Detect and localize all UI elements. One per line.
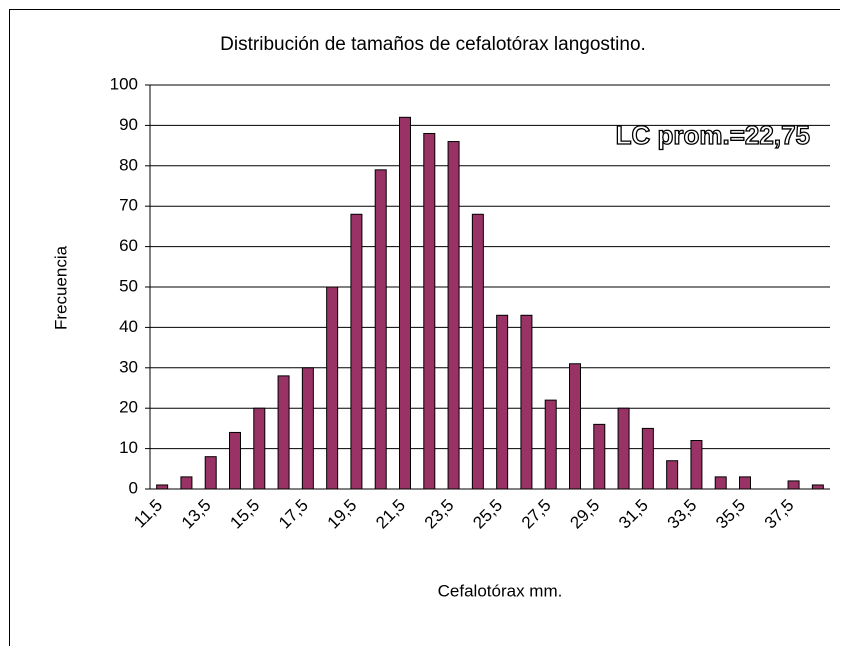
bar: [471, 213, 484, 490]
bar: [399, 116, 411, 490]
bar: [496, 314, 509, 490]
bar: [569, 363, 581, 490]
bar: [666, 460, 679, 490]
chart-title: Distribución de tamaños de cefalotórax l…: [220, 34, 646, 55]
bar: [326, 286, 339, 490]
x-tick-label: 17,5: [275, 496, 312, 533]
x-tick-label: 37,5: [761, 496, 798, 533]
y-tick-label: 70: [119, 196, 138, 215]
y-tick-label: 80: [119, 155, 138, 174]
x-tick-label: 35,5: [712, 496, 749, 533]
bar: [253, 407, 266, 490]
y-tick-label: 50: [119, 276, 138, 295]
y-tick-label: 10: [119, 438, 138, 457]
bar: [520, 314, 533, 490]
bar: [180, 476, 193, 490]
y-tick-label: 60: [119, 236, 138, 255]
bar: [544, 399, 557, 490]
x-tick-label: 33,5: [664, 496, 701, 533]
bar: [229, 431, 241, 490]
bar: [593, 423, 606, 490]
x-tick-label: 21,5: [372, 496, 409, 533]
x-tick-label: 13,5: [178, 496, 215, 533]
y-axis-label: Frecuencia: [51, 245, 70, 330]
bar: [714, 476, 727, 490]
bar: [690, 440, 703, 490]
bar: [739, 476, 751, 490]
annotation: LC prom.=22,75: [616, 120, 810, 150]
y-tick-label: 90: [119, 115, 138, 134]
bar: [204, 456, 217, 490]
chart-frame: [9, 9, 840, 646]
x-tick-label: 23,5: [421, 496, 458, 533]
y-tick-label: 30: [119, 357, 138, 376]
bar: [787, 480, 800, 490]
x-tick-label: 29,5: [566, 496, 603, 533]
y-tick-label: 40: [119, 317, 138, 336]
x-tick-label: 19,5: [324, 496, 361, 533]
y-tick-label: 20: [119, 398, 138, 417]
bar: [350, 213, 363, 490]
x-tick-label: 25,5: [469, 496, 506, 533]
y-tick-label: 0: [129, 478, 138, 497]
x-tick-label: 11,5: [130, 496, 166, 532]
bar: [156, 484, 169, 490]
x-axis-label: Cefalotórax mm.: [438, 581, 563, 600]
x-tick-label: 15,5: [226, 496, 263, 533]
bar: [811, 484, 824, 490]
bar: [277, 375, 290, 490]
bar: [641, 427, 654, 490]
bar: [374, 169, 387, 490]
x-tick-label: 27,5: [518, 496, 555, 533]
bar: [617, 407, 630, 490]
bar: [301, 367, 314, 490]
bar: [423, 132, 436, 490]
y-tick-label: 100: [110, 74, 138, 93]
x-tick-label: 31,5: [615, 496, 652, 533]
bar: [447, 141, 460, 490]
